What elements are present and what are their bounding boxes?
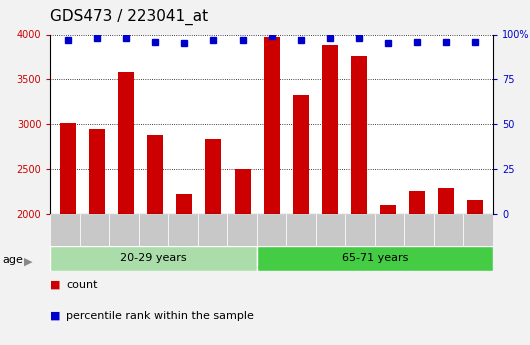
Bar [206, 139, 222, 214]
Bar [118, 72, 134, 214]
Bar [147, 135, 163, 214]
Bar [380, 205, 396, 214]
Bar [139, 214, 169, 247]
Text: 65-71 years: 65-71 years [342, 254, 408, 263]
Bar [50, 214, 80, 247]
Bar [434, 214, 463, 247]
Bar [257, 214, 286, 247]
Bar [316, 214, 346, 247]
Text: 20-29 years: 20-29 years [120, 254, 187, 263]
Bar [286, 214, 316, 247]
Text: ■: ■ [50, 311, 61, 321]
Text: GDS473 / 223041_at: GDS473 / 223041_at [50, 9, 208, 25]
Bar [198, 214, 227, 247]
Bar [467, 200, 483, 214]
Bar [404, 214, 434, 247]
Text: count: count [66, 280, 98, 289]
Text: ■: ■ [50, 280, 61, 289]
Bar [109, 214, 139, 247]
Bar [234, 169, 251, 214]
Bar [176, 194, 192, 214]
Bar [322, 45, 338, 214]
Bar [60, 123, 76, 214]
Bar [438, 188, 454, 214]
Bar [169, 214, 198, 247]
Text: percentile rank within the sample: percentile rank within the sample [66, 311, 254, 321]
Bar [227, 214, 257, 247]
Bar [257, 246, 493, 271]
Bar [89, 129, 105, 214]
Bar [50, 246, 257, 271]
Text: ▶: ▶ [24, 257, 32, 266]
Text: age: age [3, 256, 23, 265]
Bar [263, 37, 280, 214]
Bar [293, 95, 309, 214]
Bar [463, 214, 493, 247]
Bar [409, 191, 425, 214]
Bar [80, 214, 109, 247]
Bar [346, 214, 375, 247]
Bar [351, 56, 367, 214]
Bar [375, 214, 404, 247]
